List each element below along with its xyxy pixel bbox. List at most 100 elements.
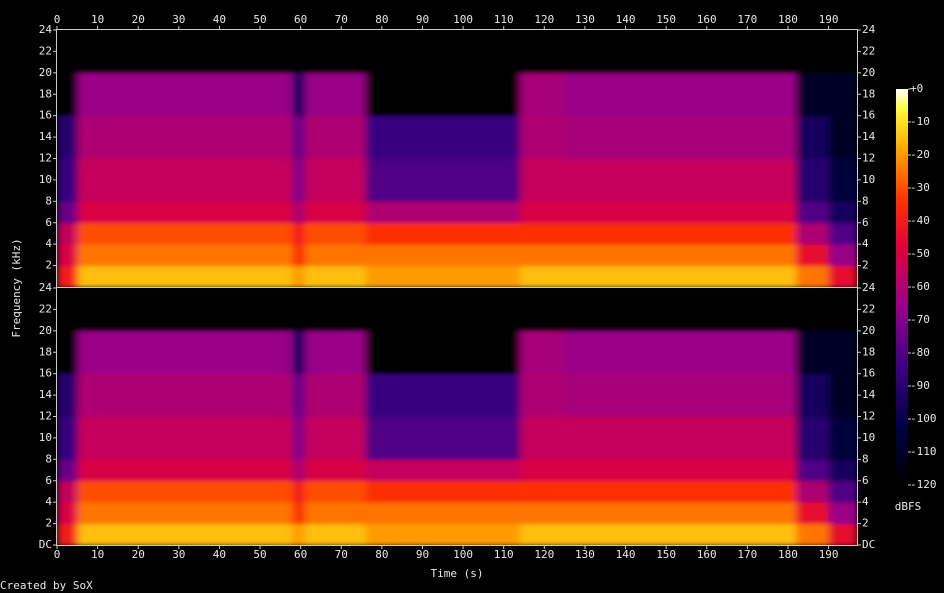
colorbar-swatch <box>896 379 908 384</box>
heatmap-cell <box>796 72 830 117</box>
heatmap-cell <box>292 288 306 332</box>
heatmap-cell <box>57 201 78 224</box>
colorbar-swatch <box>896 386 908 390</box>
colorbar-swatch <box>896 270 908 275</box>
colorbar-tick-label: -100 <box>910 412 937 425</box>
heatmap-cell <box>77 265 294 287</box>
colorbar-swatch <box>896 158 908 163</box>
y-tick-label: 22 <box>862 44 875 57</box>
colorbar-swatch <box>896 442 908 446</box>
heatmap-cell <box>57 30 78 74</box>
heatmap-cell <box>304 115 367 159</box>
colorbar-swatch <box>896 448 908 453</box>
heatmap-cell <box>828 459 857 482</box>
colorbar-swatch <box>896 415 908 420</box>
x-tick-label: 60 <box>294 13 307 26</box>
heatmap-cell <box>304 288 367 332</box>
heatmap-cell <box>828 201 857 224</box>
colorbar-swatch <box>896 141 908 146</box>
colorbar-swatch <box>896 250 908 255</box>
heatmap-cell <box>828 373 857 417</box>
heatmap-cell <box>304 30 367 74</box>
heatmap-cell <box>828 222 857 245</box>
colorbar-swatch <box>896 234 908 238</box>
colorbar-swatch <box>896 339 908 344</box>
y-tick-label: DC <box>39 538 52 551</box>
heatmap-cell <box>304 72 367 117</box>
colorbar-swatch <box>896 310 908 314</box>
colorbar-swatch <box>896 468 908 473</box>
colorbar-swatch <box>896 349 908 354</box>
footer: Created by SoX <box>0 579 93 592</box>
heatmap-cell <box>57 288 78 332</box>
y-tick-label: 12 <box>39 410 52 423</box>
colorbar-swatch <box>896 402 908 407</box>
y-tick-label: 14 <box>862 130 876 143</box>
colorbar-swatch <box>896 118 908 123</box>
heatmap-cell <box>365 373 521 417</box>
heatmap-cell <box>57 459 78 482</box>
heatmap-cell <box>77 244 294 267</box>
x-axis-label: Time (s) <box>431 567 484 580</box>
heatmap-cell <box>519 502 566 525</box>
colorbar-swatch <box>896 181 908 186</box>
heatmap-cell <box>564 480 797 503</box>
x-tick-label: 140 <box>616 13 636 26</box>
heatmap-cell <box>304 201 367 224</box>
heatmap-cell <box>828 416 857 460</box>
x-tick-label: 0 <box>54 548 61 561</box>
colorbar-swatch <box>896 343 908 347</box>
colorbar-swatch <box>896 300 908 304</box>
heatmap-cell <box>77 459 294 482</box>
colorbar-tick-label: -80 <box>910 346 930 359</box>
heatmap-cell <box>292 523 306 545</box>
y-tick-label: DC <box>862 538 875 551</box>
heatmap-cell <box>365 502 521 525</box>
heatmap-cell <box>292 72 306 117</box>
colorbar-tick-label: -40 <box>910 214 930 227</box>
heatmap-cell <box>828 30 857 74</box>
heatmap-cell <box>57 416 78 460</box>
heatmap-cell <box>564 523 797 545</box>
y-tick-label: 4 <box>862 495 869 508</box>
heatmap-cell <box>828 158 857 202</box>
x-tick-label: 150 <box>656 13 676 26</box>
heatmap-cell <box>365 222 521 245</box>
colorbar-swatch <box>896 135 908 139</box>
heatmap-cell <box>564 158 797 202</box>
heatmap-cell <box>519 288 566 332</box>
colorbar-swatch <box>896 89 908 93</box>
heatmap-cell <box>57 480 78 503</box>
colorbar-swatch <box>896 346 908 351</box>
colorbar-swatch <box>896 465 908 469</box>
colorbar-swatch <box>896 277 908 281</box>
heatmap-cell <box>77 30 294 74</box>
colorbar-swatch <box>896 98 908 103</box>
heatmap-cell <box>292 222 306 245</box>
colorbar-swatch <box>896 326 908 331</box>
heatmap-cell <box>292 330 306 375</box>
y-tick-label: 4 <box>45 495 52 508</box>
colorbar-swatch <box>896 214 908 219</box>
colorbar-swatch <box>896 376 908 380</box>
colorbar-swatch <box>896 336 908 341</box>
y-tick-label: 4 <box>45 237 52 250</box>
y-tick-label: 20 <box>39 324 52 337</box>
heatmap-cell <box>304 523 367 545</box>
heatmap-cell <box>292 416 306 460</box>
colorbar-swatch <box>896 313 908 318</box>
heatmap-cell <box>77 480 294 503</box>
heatmap-cell <box>77 222 294 245</box>
y-tick-label: 14 <box>39 388 53 401</box>
colorbar-swatch <box>896 161 908 166</box>
heatmap-cell <box>365 480 521 503</box>
colorbar-swatch <box>896 316 908 321</box>
x-tick-label: 190 <box>819 13 839 26</box>
colorbar-swatch <box>896 428 908 433</box>
x-tick-label: 40 <box>213 548 226 561</box>
colorbar-swatch <box>896 273 908 278</box>
colorbar-swatch <box>896 201 908 205</box>
heatmap-cell <box>304 502 367 525</box>
colorbar-swatch <box>896 108 908 113</box>
colorbar-swatch <box>896 138 908 143</box>
